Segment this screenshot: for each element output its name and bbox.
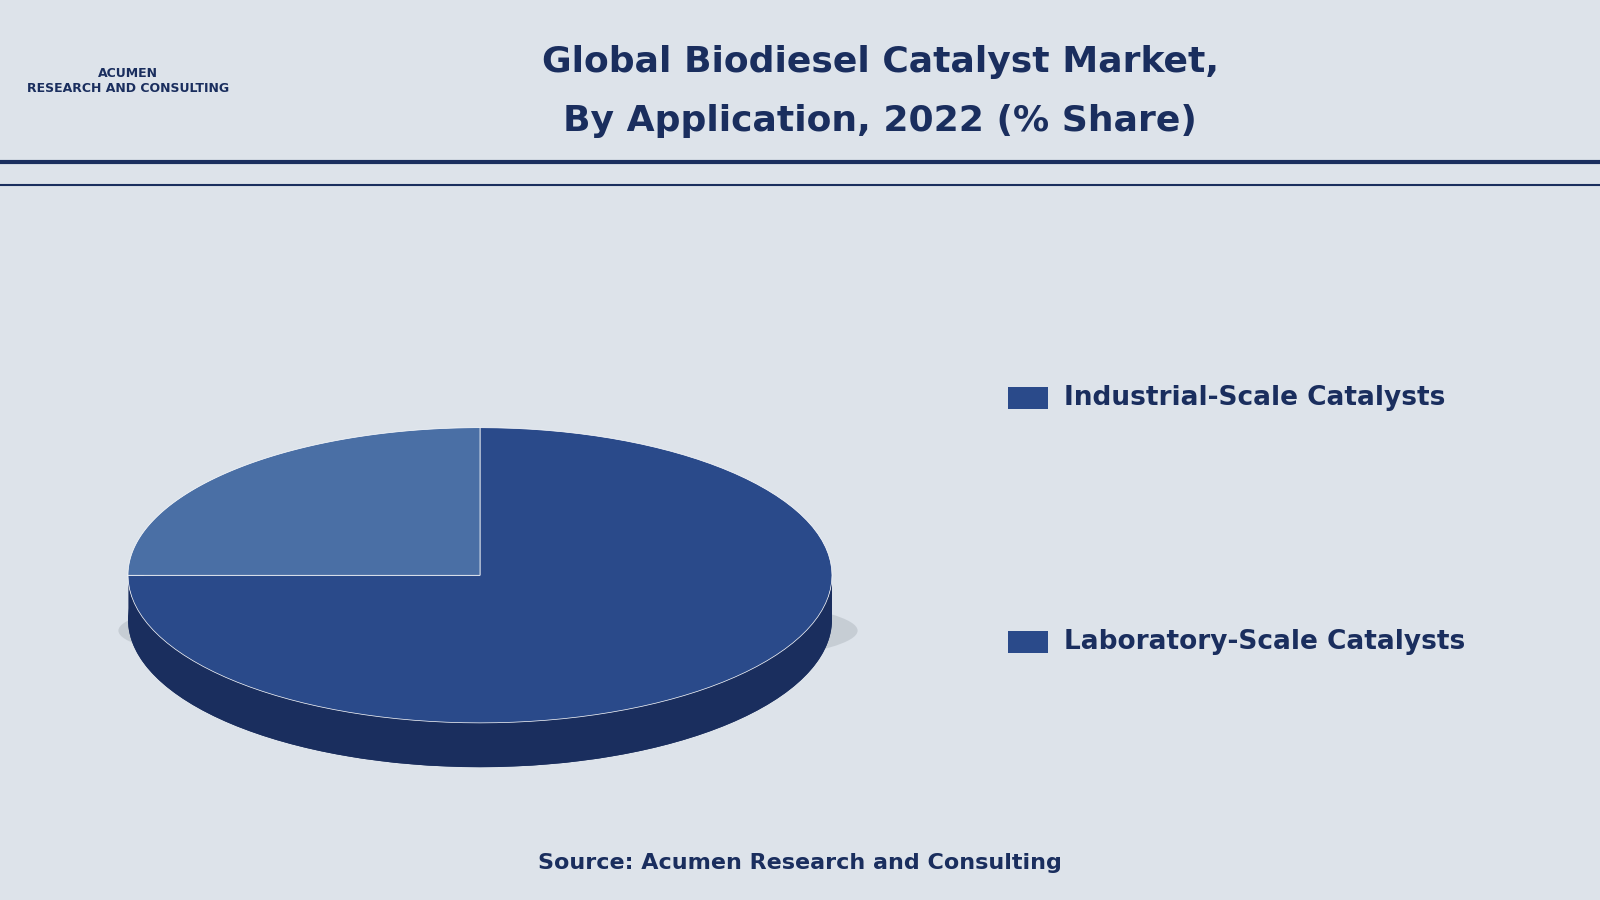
PathPatch shape	[128, 575, 832, 767]
Ellipse shape	[128, 472, 832, 767]
Text: Laboratory-Scale Catalysts: Laboratory-Scale Catalysts	[1064, 629, 1466, 654]
Bar	[1008, 631, 1048, 652]
Bar	[1008, 387, 1048, 410]
PathPatch shape	[128, 428, 832, 723]
Ellipse shape	[118, 587, 858, 675]
Text: Source: Acumen Research and Consulting: Source: Acumen Research and Consulting	[538, 853, 1062, 873]
Text: ACUMEN
RESEARCH AND CONSULTING: ACUMEN RESEARCH AND CONSULTING	[27, 67, 229, 95]
Text: Global Biodiesel Catalyst Market,: Global Biodiesel Catalyst Market,	[541, 45, 1219, 78]
PathPatch shape	[128, 428, 480, 575]
Text: By Application, 2022 (% Share): By Application, 2022 (% Share)	[563, 104, 1197, 139]
Text: Industrial-Scale Catalysts: Industrial-Scale Catalysts	[1064, 385, 1445, 411]
